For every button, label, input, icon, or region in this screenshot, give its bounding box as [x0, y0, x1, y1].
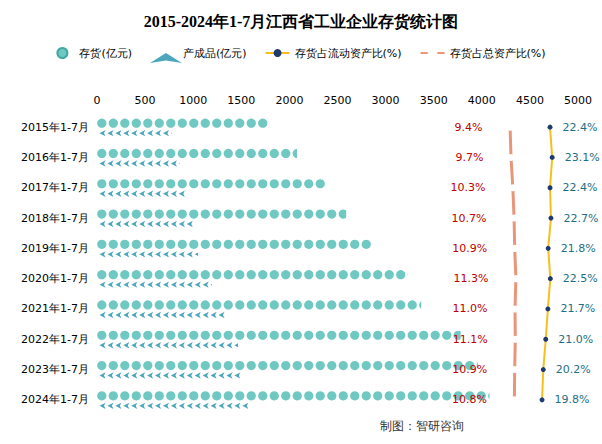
svg-text:500: 500 [135, 94, 156, 107]
svg-text:3500: 3500 [420, 94, 448, 107]
svg-text:2017年1-7月: 2017年1-7月 [21, 181, 89, 194]
svg-text:9.7%: 9.7% [456, 151, 484, 164]
svg-text:存货占流动资产比(%): 存货占流动资产比(%) [295, 47, 402, 60]
svg-text:11.0%: 11.0% [453, 302, 488, 315]
svg-text:10.9%: 10.9% [452, 363, 487, 376]
svg-text:3000: 3000 [372, 94, 400, 107]
svg-text:2024年1-7月: 2024年1-7月 [21, 393, 89, 406]
svg-text:2015年1-7月: 2015年1-7月 [21, 121, 89, 134]
svg-text:2022年1-7月: 2022年1-7月 [21, 333, 89, 346]
svg-text:制图：智研咨询: 制图：智研咨询 [380, 419, 464, 433]
svg-text:11.1%: 11.1% [453, 333, 488, 346]
svg-text:2023年1-7月: 2023年1-7月 [21, 363, 89, 376]
svg-text:22.5%: 22.5% [563, 272, 598, 285]
svg-text:10.3%: 10.3% [450, 181, 485, 194]
svg-text:0: 0 [94, 94, 101, 107]
svg-text:存货(亿元): 存货(亿元) [79, 47, 132, 60]
svg-text:11.3%: 11.3% [453, 272, 488, 285]
svg-text:4500: 4500 [516, 94, 544, 107]
svg-text:2500: 2500 [324, 94, 352, 107]
svg-text:21.7%: 21.7% [560, 302, 595, 315]
svg-text:22.7%: 22.7% [563, 212, 598, 225]
svg-text:1500: 1500 [227, 94, 255, 107]
svg-text:22.4%: 22.4% [563, 121, 598, 134]
svg-text:2016年1-7月: 2016年1-7月 [21, 151, 89, 164]
svg-text:2015-2024年1-7月江西省工业企业存货统计图: 2015-2024年1-7月江西省工业企业存货统计图 [144, 13, 459, 31]
svg-text:9.4%: 9.4% [455, 121, 483, 134]
svg-text:1000: 1000 [179, 94, 207, 107]
svg-text:23.1%: 23.1% [565, 151, 600, 164]
svg-text:21.8%: 21.8% [561, 242, 596, 255]
svg-text:10.8%: 10.8% [452, 393, 487, 406]
svg-text:10.9%: 10.9% [452, 242, 487, 255]
svg-text:2018年1-7月: 2018年1-7月 [21, 212, 89, 225]
svg-text:2020年1-7月: 2020年1-7月 [21, 272, 89, 285]
svg-text:2000: 2000 [275, 94, 303, 107]
svg-text:19.8%: 19.8% [555, 393, 590, 406]
svg-text:存货占总资产比(%): 存货占总资产比(%) [450, 47, 546, 60]
svg-text:2021年1-7月: 2021年1-7月 [21, 302, 89, 315]
svg-text:5000: 5000 [564, 94, 592, 107]
svg-text:4000: 4000 [468, 94, 496, 107]
svg-text:20.2%: 20.2% [556, 363, 591, 376]
svg-text:22.4%: 22.4% [563, 181, 598, 194]
svg-text:2019年1-7月: 2019年1-7月 [21, 242, 89, 255]
svg-text:21.0%: 21.0% [558, 333, 593, 346]
svg-text:产成品(亿元): 产成品(亿元) [183, 47, 247, 60]
svg-text:10.7%: 10.7% [452, 212, 487, 225]
